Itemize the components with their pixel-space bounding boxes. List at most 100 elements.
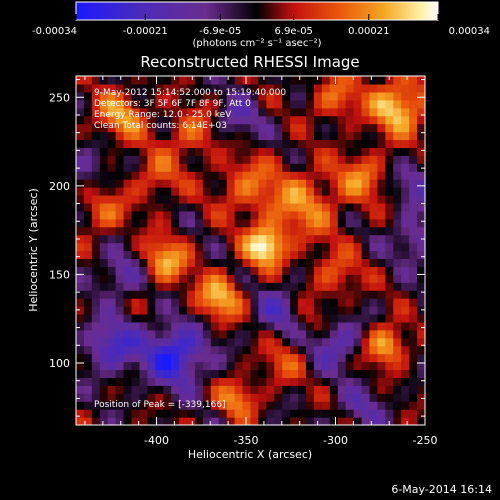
heatmap-cell — [242, 353, 252, 363]
heatmap-cell — [298, 115, 307, 125]
heatmap-cell — [250, 163, 260, 172]
heatmap-cell — [377, 83, 386, 93]
heatmap-cell — [417, 250, 425, 260]
heatmap-cell — [202, 321, 212, 331]
heatmap-cell — [194, 361, 204, 371]
heatmap-cell — [385, 369, 394, 379]
heatmap-cell — [139, 385, 148, 394]
heatmap-cell — [99, 329, 109, 339]
heatmap-cell — [115, 234, 125, 244]
heatmap-cell — [155, 353, 164, 363]
heatmap-cell — [115, 337, 125, 347]
heatmap-cell — [345, 353, 355, 363]
heatmap-cell — [361, 409, 371, 418]
heatmap-cell — [417, 187, 425, 196]
heatmap-cell — [369, 171, 379, 180]
heatmap-cell — [361, 401, 371, 410]
heatmap-cell — [337, 210, 347, 220]
heatmap-cell — [290, 393, 299, 402]
heatmap-cell — [91, 76, 101, 85]
heatmap-cell — [274, 155, 283, 164]
heatmap-cell — [274, 83, 283, 93]
heatmap-cell — [290, 337, 299, 347]
heatmap-cell — [298, 313, 307, 323]
heatmap-cell — [226, 147, 236, 156]
heatmap-cell — [115, 417, 125, 425]
heatmap-cell — [226, 123, 236, 133]
heatmap-cell — [202, 226, 212, 236]
heatmap-cell — [321, 76, 331, 85]
heatmap-cell — [155, 115, 164, 125]
heatmap-cell — [361, 115, 371, 125]
heatmap-cell — [218, 409, 228, 418]
heatmap-cell — [401, 218, 410, 228]
heatmap-cell — [393, 409, 402, 418]
heatmap-cell — [187, 329, 196, 339]
heatmap-cell — [147, 194, 156, 204]
heatmap-cell — [385, 385, 394, 394]
heatmap-cell — [107, 329, 117, 339]
heatmap-cell — [171, 171, 180, 180]
heatmap-cell — [290, 179, 299, 188]
heatmap-cell — [131, 76, 141, 85]
heatmap-cell — [194, 76, 204, 85]
heatmap-cell — [329, 234, 339, 244]
heatmap-cell — [290, 274, 299, 283]
heatmap-cell — [258, 282, 267, 291]
heatmap-cell — [250, 115, 260, 125]
heatmap-cell — [250, 234, 260, 244]
heatmap-cell — [99, 171, 109, 180]
heatmap-cell — [282, 266, 291, 275]
heatmap-cell — [171, 91, 180, 101]
heatmap-cell — [361, 147, 371, 156]
heatmap-cell — [171, 226, 180, 236]
heatmap-cell — [107, 353, 117, 363]
heatmap-cell — [353, 147, 363, 156]
heatmap-cell — [226, 218, 236, 228]
heatmap-cell — [163, 385, 172, 394]
heatmap-cell — [313, 250, 323, 260]
heatmap-cell — [409, 345, 418, 355]
heatmap-cell — [377, 274, 386, 283]
heatmap-cell — [417, 369, 425, 379]
heatmap-cell — [155, 242, 164, 252]
heatmap-cell — [282, 274, 291, 283]
heatmap-cell — [385, 99, 394, 109]
heatmap-cell — [393, 202, 402, 212]
heatmap-cell — [155, 306, 164, 315]
heatmap-cell — [290, 290, 299, 299]
heatmap-cell — [298, 401, 307, 410]
heatmap-cell — [393, 76, 402, 85]
heatmap-cell — [210, 187, 220, 196]
heatmap-cell — [353, 401, 363, 410]
heatmap-cell — [345, 163, 355, 172]
heatmap-cell — [218, 155, 228, 164]
heatmap-cell — [234, 353, 244, 363]
heatmap-cell — [290, 298, 299, 307]
heatmap-cell — [274, 194, 283, 204]
heatmap-cell — [83, 242, 93, 252]
heatmap-cell — [131, 242, 141, 252]
heatmap-cell — [258, 409, 267, 418]
heatmap-cell — [361, 234, 371, 244]
heatmap-cell — [306, 210, 315, 220]
heatmap-cell — [329, 242, 339, 252]
heatmap-cell — [107, 401, 117, 410]
y-tick-label: 150 — [49, 268, 70, 281]
heatmap-cell — [337, 123, 347, 133]
heatmap-cell — [266, 163, 275, 172]
heatmap-cell — [91, 250, 101, 260]
heatmap-cell — [298, 250, 307, 260]
heatmap-cell — [361, 226, 371, 236]
heatmap-cell — [234, 115, 244, 125]
heatmap-cell — [282, 377, 291, 386]
heatmap-cell — [147, 123, 156, 133]
heatmap-cell — [401, 147, 410, 156]
heatmap-cell — [258, 401, 267, 410]
heatmap-cell — [353, 345, 363, 355]
heatmap-cell — [298, 274, 307, 283]
heatmap-cell — [321, 99, 331, 109]
heatmap-cell — [99, 353, 109, 363]
heatmap-cell — [345, 306, 355, 315]
heatmap-cell — [187, 155, 196, 164]
